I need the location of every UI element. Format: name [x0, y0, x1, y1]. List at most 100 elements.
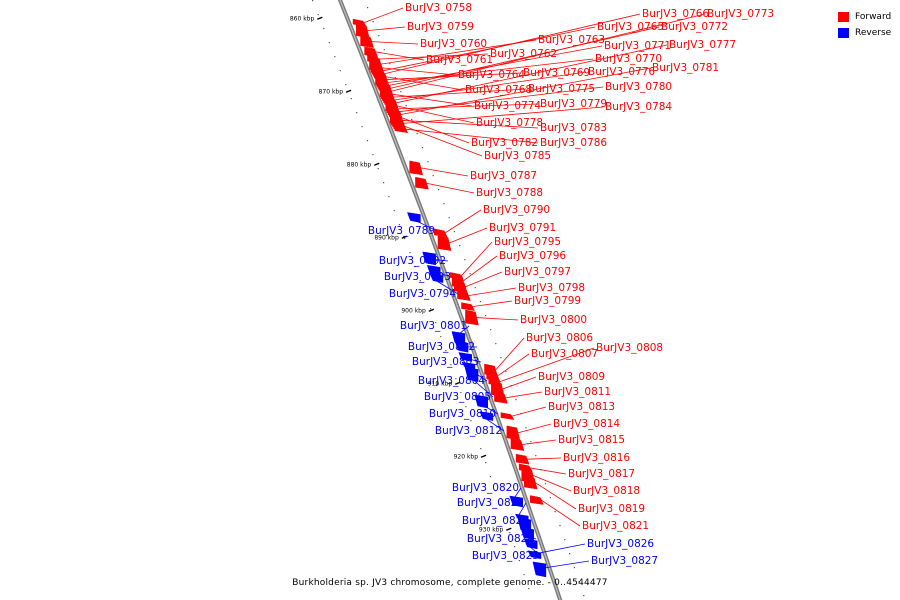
guide-dot: [453, 231, 455, 233]
gene-label-BurJV3_0792: BurJV3_0792: [379, 255, 446, 267]
gene-leader-BurJV3_0777: [395, 44, 668, 104]
guide-dot: [464, 259, 466, 261]
gene-BurJV3_0792: [422, 251, 436, 266]
gene-leader-BurJV3_0758: [363, 7, 404, 24]
gene-leader-BurJV3_0776: [394, 71, 587, 101]
gene-label-BurJV3_0796: BurJV3_0796: [499, 250, 566, 262]
guide-dot: [530, 441, 532, 443]
gene-leader-BurJV3_0790: [444, 209, 482, 234]
guide-dot: [554, 511, 556, 513]
gene-label-BurJV3_0760: BurJV3_0760: [420, 38, 487, 50]
guide-dot: [424, 294, 426, 296]
guide-dot: [317, 14, 319, 16]
gene-label-BurJV3_0788: BurJV3_0788: [476, 187, 543, 199]
gene-BurJV3_0789: [407, 212, 421, 223]
gene-label-BurJV3_0800: BurJV3_0800: [520, 314, 587, 326]
guide-dot: [583, 595, 585, 597]
guide-dot: [515, 399, 517, 401]
gene-BurJV3_0799: [461, 302, 475, 311]
guide-dot: [411, 119, 413, 121]
gene-BurJV3_0810: [474, 394, 488, 409]
gene-label-BurJV3_0778: BurJV3_0778: [476, 117, 543, 129]
guide-dot: [409, 252, 411, 254]
gene-leader-BurJV3_0795: [460, 241, 493, 277]
gene-label-BurJV3_0775: BurJV3_0775: [528, 83, 595, 95]
gene-label-BurJV3_0773: BurJV3_0773: [707, 8, 774, 20]
axis-tick: [428, 308, 435, 312]
gene-BurJV3_0815: [510, 438, 525, 451]
guide-dot: [469, 273, 471, 275]
gene-BurJV3_0790: [433, 228, 448, 238]
guide-dot: [405, 105, 407, 107]
axis-tick-label: 880 kbp: [347, 161, 372, 168]
legend-forward-label: Forward: [855, 12, 892, 22]
axis-tick: [454, 381, 461, 385]
guide-dot: [416, 133, 418, 135]
gene-leader-BurJV3_0773: [390, 13, 706, 92]
guide-dot: [490, 329, 492, 331]
gene-label-BurJV3_0777: BurJV3_0777: [669, 39, 736, 51]
legend-reverse-label: Reverse: [855, 28, 892, 38]
gene-label-BurJV3_0789: BurJV3_0789: [368, 225, 435, 237]
guide-dot: [372, 21, 374, 23]
axis-tick: [480, 454, 487, 458]
gene-label-BurJV3_0770: BurJV3_0770: [595, 53, 662, 65]
gene-label-BurJV3_0769: BurJV3_0769: [523, 67, 590, 79]
gene-label-BurJV3_0779: BurJV3_0779: [540, 98, 607, 110]
axis-tick: [317, 16, 323, 20]
gene-label-BurJV3_0811: BurJV3_0811: [544, 386, 611, 398]
gene-leader-BurJV3_0817: [530, 467, 567, 475]
gene-label-BurJV3_0764: BurJV3_0764: [458, 69, 525, 81]
guide-dot: [559, 525, 561, 527]
guide-dot: [345, 84, 347, 86]
guide-dot: [499, 504, 501, 506]
gene-label-BurJV3_0824: BurJV3_0824: [467, 533, 534, 545]
gene-leader-BurJV3_0784: [403, 106, 604, 124]
axis-tick-label: 900 kbp: [401, 307, 426, 314]
guide-dot: [514, 546, 516, 548]
gene-label-BurJV3_0812: BurJV3_0812: [435, 425, 502, 437]
guide-dot: [440, 336, 442, 338]
gene-label-BurJV3_0776: BurJV3_0776: [588, 66, 655, 78]
gene-label-BurJV3_0818: BurJV3_0818: [573, 485, 640, 497]
gene-label-BurJV3_0813: BurJV3_0813: [548, 401, 615, 413]
guide-dot: [438, 189, 440, 191]
guide-dot: [393, 210, 395, 212]
gene-BurJV3_0827: [532, 561, 547, 578]
gene-BurJV3_0820: [509, 495, 524, 508]
gene-leader-BurJV3_0797: [465, 271, 503, 288]
gene-leader-BurJV3_0812: [481, 415, 505, 432]
gene-leader-BurJV3_0814: [517, 423, 552, 434]
gene-label-BurJV3_0809: BurJV3_0809: [538, 371, 605, 383]
gene-label-BurJV3_0815: BurJV3_0815: [558, 434, 625, 446]
gene-leader-BurJV3_0786: [405, 128, 539, 144]
gene-label-BurJV3_0783: BurJV3_0783: [540, 122, 607, 134]
guide-dot: [528, 588, 530, 590]
gene-label-BurJV3_0802: BurJV3_0802: [408, 341, 475, 353]
guide-dot: [419, 280, 421, 282]
guide-dot: [578, 581, 580, 583]
guide-dot: [509, 532, 511, 534]
gene-label-BurJV3_0759: BurJV3_0759: [407, 21, 474, 33]
gene-label-BurJV3_0822: BurJV3_0822: [457, 497, 524, 509]
gene-leader-BurJV3_0762: [378, 53, 489, 60]
guide-dot: [356, 112, 358, 114]
gene-leader-BurJV3_0760: [371, 41, 419, 45]
guide-dot: [334, 56, 336, 58]
guide-dot: [448, 217, 450, 219]
gene-label-BurJV3_0808: BurJV3_0808: [596, 342, 663, 354]
axis-tick-label: 860 kbp: [290, 15, 315, 22]
guide-dot: [398, 224, 400, 226]
gene-label-BurJV3_0785: BurJV3_0785: [484, 150, 551, 162]
gene-label-BurJV3_0807: BurJV3_0807: [531, 348, 598, 360]
gene-label-BurJV3_0774: BurJV3_0774: [474, 100, 541, 112]
gene-label-BurJV3_0786: BurJV3_0786: [540, 137, 607, 149]
axis-tick-label: 870 kbp: [319, 88, 344, 95]
gene-label-BurJV3_0766: BurJV3_0766: [642, 8, 709, 20]
axis-tick: [345, 89, 352, 93]
forward-swatch: [838, 12, 849, 22]
gene-label-BurJV3_0820: BurJV3_0820: [452, 482, 519, 494]
gene-label-BurJV3_0795: BurJV3_0795: [494, 236, 561, 248]
guide-dot: [460, 392, 462, 394]
